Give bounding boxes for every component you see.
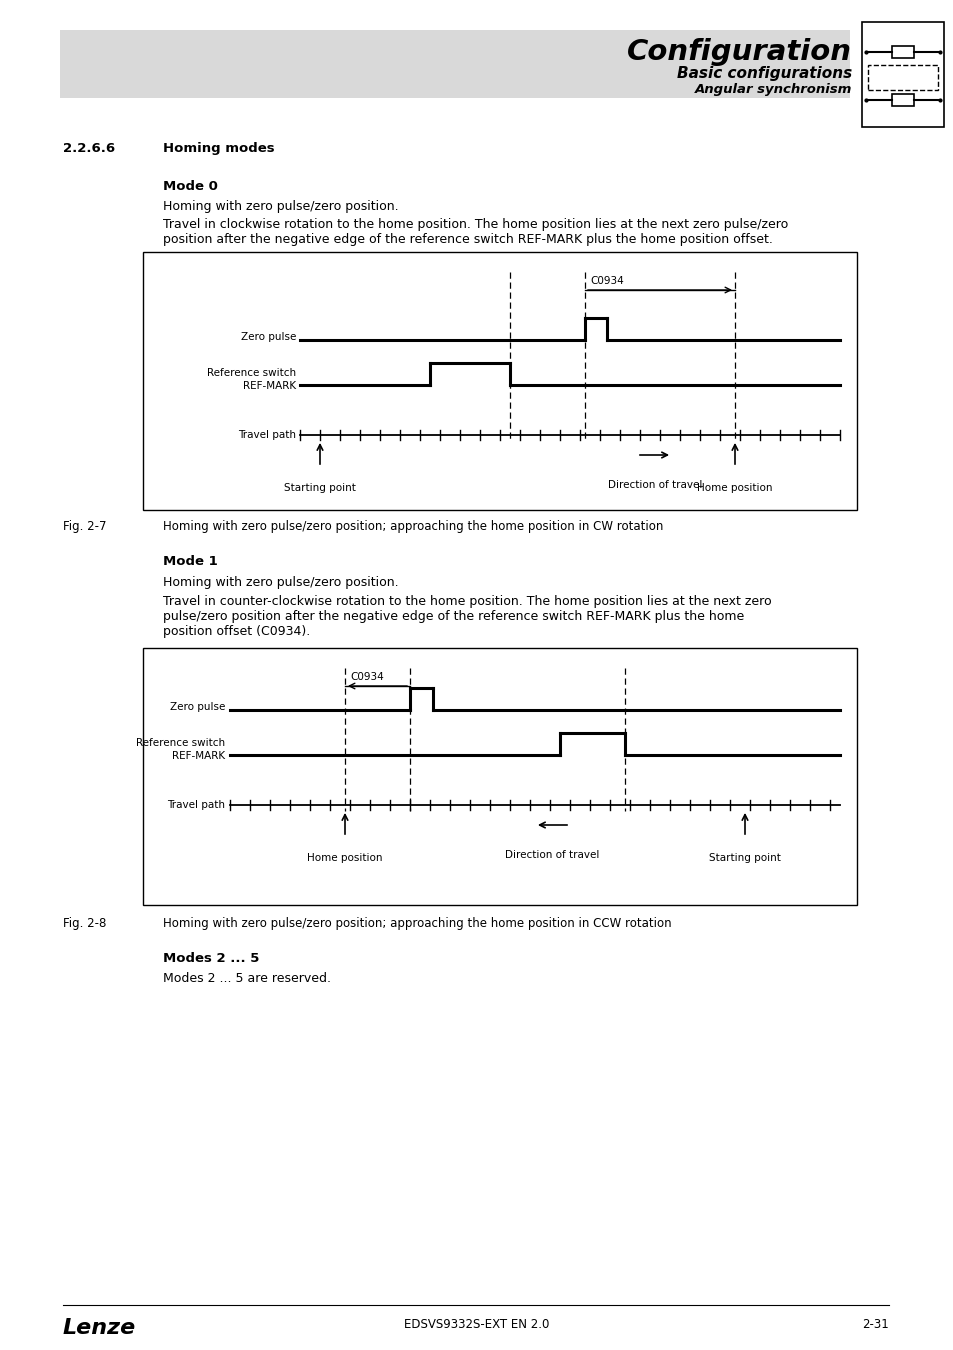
- Text: Reference switch: Reference switch: [135, 738, 225, 748]
- Text: Mode 0: Mode 0: [163, 180, 217, 193]
- Text: Mode 1: Mode 1: [163, 555, 217, 568]
- Text: Home position: Home position: [307, 853, 382, 863]
- Bar: [867, 65, 937, 90]
- Bar: [143, 648, 856, 904]
- Text: Travel path: Travel path: [167, 801, 225, 810]
- Text: REF-MARK: REF-MARK: [243, 381, 295, 392]
- Text: Reference switch: Reference switch: [207, 369, 295, 378]
- Text: Fig. 2-7: Fig. 2-7: [63, 520, 107, 533]
- Text: REF-MARK: REF-MARK: [172, 751, 225, 761]
- Text: Configuration: Configuration: [626, 38, 851, 66]
- Text: Homing with zero pulse/zero position.: Homing with zero pulse/zero position.: [163, 200, 398, 213]
- Text: Fig. 2-8: Fig. 2-8: [63, 917, 107, 930]
- Text: Modes 2 ... 5: Modes 2 ... 5: [163, 952, 259, 965]
- Text: Home position: Home position: [697, 483, 772, 493]
- Text: Homing with zero pulse/zero position.: Homing with zero pulse/zero position.: [163, 576, 398, 589]
- Text: Travel in counter-clockwise rotation to the home position. The home position lie: Travel in counter-clockwise rotation to …: [163, 595, 771, 608]
- Text: position offset (C0934).: position offset (C0934).: [163, 625, 310, 639]
- Text: pulse/zero position after the negative edge of the reference switch REF-MARK plu: pulse/zero position after the negative e…: [163, 610, 743, 622]
- Text: Lenze: Lenze: [63, 1318, 136, 1338]
- Text: Homing modes: Homing modes: [163, 142, 274, 155]
- Text: Modes 2 ... 5 are reserved.: Modes 2 ... 5 are reserved.: [163, 972, 331, 986]
- Text: Direction of travel: Direction of travel: [504, 850, 598, 860]
- Text: EDSVS9332S-EXT EN 2.0: EDSVS9332S-EXT EN 2.0: [404, 1318, 549, 1331]
- Text: Starting point: Starting point: [284, 483, 355, 493]
- Text: 2-31: 2-31: [862, 1318, 888, 1331]
- Text: Zero pulse: Zero pulse: [170, 702, 225, 711]
- Bar: [60, 30, 849, 99]
- Text: Zero pulse: Zero pulse: [240, 332, 295, 342]
- Text: Direction of travel: Direction of travel: [607, 481, 701, 490]
- Bar: [862, 22, 943, 127]
- Text: Travel path: Travel path: [237, 431, 295, 440]
- Text: Homing with zero pulse/zero position; approaching the home position in CCW rotat: Homing with zero pulse/zero position; ap…: [163, 917, 671, 930]
- Text: C0934: C0934: [350, 672, 383, 682]
- Bar: [891, 95, 913, 107]
- Text: Homing with zero pulse/zero position; approaching the home position in CW rotati: Homing with zero pulse/zero position; ap…: [163, 520, 662, 533]
- Text: Angular synchronism: Angular synchronism: [694, 82, 851, 96]
- Text: C0934: C0934: [589, 275, 623, 286]
- Bar: [143, 252, 856, 510]
- Text: Basic configurations: Basic configurations: [676, 66, 851, 81]
- Text: position after the negative edge of the reference switch REF-MARK plus the home : position after the negative edge of the …: [163, 234, 772, 246]
- Text: Starting point: Starting point: [708, 853, 781, 863]
- Bar: [891, 46, 913, 58]
- Text: Travel in clockwise rotation to the home position. The home position lies at the: Travel in clockwise rotation to the home…: [163, 217, 787, 231]
- Text: 2.2.6.6: 2.2.6.6: [63, 142, 115, 155]
